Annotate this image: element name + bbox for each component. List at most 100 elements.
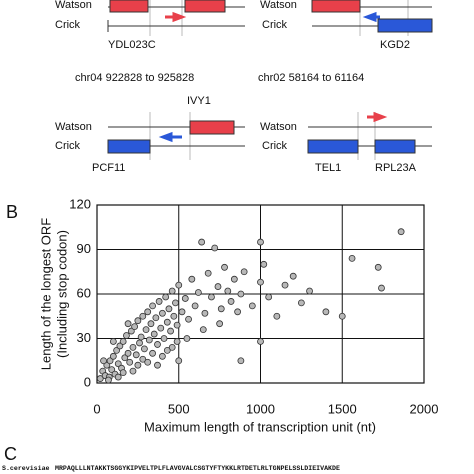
point <box>96 375 104 382</box>
point <box>149 302 156 310</box>
point <box>145 336 153 344</box>
point <box>103 361 111 369</box>
point <box>172 299 179 307</box>
point <box>306 287 313 295</box>
point <box>240 268 248 276</box>
point <box>154 341 161 348</box>
point <box>185 315 192 323</box>
arrow <box>367 111 388 123</box>
point <box>165 305 173 313</box>
point <box>106 357 114 365</box>
x-tick-label: 1000 <box>246 401 275 416</box>
x-axis-title: Maximum length of transcription unit (nt… <box>144 419 376 434</box>
point <box>214 283 222 290</box>
point <box>123 332 130 339</box>
region-label: chr04 922828 to 925828 <box>75 72 194 84</box>
point <box>132 351 140 359</box>
point <box>155 298 163 305</box>
gene-label: IVY1 <box>187 95 211 107</box>
point <box>224 287 232 295</box>
gene <box>374 139 416 154</box>
arrow <box>165 11 187 23</box>
gene <box>107 139 151 154</box>
point <box>154 361 161 369</box>
point <box>234 308 242 316</box>
gene <box>184 0 226 13</box>
point <box>191 302 199 310</box>
point <box>139 355 147 363</box>
point <box>136 339 143 347</box>
gene <box>307 139 359 154</box>
point <box>173 338 181 345</box>
point <box>109 338 117 345</box>
gene <box>311 0 361 13</box>
strand-label: Crick <box>55 140 81 152</box>
x-tick-label: 2000 <box>410 401 439 416</box>
point <box>129 367 137 375</box>
point <box>204 269 212 277</box>
point <box>127 327 135 335</box>
point <box>173 321 181 329</box>
point <box>322 308 330 316</box>
y-tick-label: 120 <box>69 196 91 211</box>
point <box>237 290 245 298</box>
point <box>178 308 186 316</box>
point <box>289 272 297 280</box>
point <box>227 298 235 305</box>
panel-label: C <box>4 444 17 464</box>
strand-label: Watson <box>260 0 297 11</box>
point <box>142 326 150 334</box>
point <box>109 352 117 360</box>
point <box>116 342 124 350</box>
point <box>221 263 228 271</box>
point <box>157 324 165 332</box>
species: S.cerevisiae <box>2 465 50 472</box>
strand-label: Crick <box>262 140 288 152</box>
point <box>230 275 238 283</box>
point <box>211 244 219 252</box>
point <box>257 238 264 246</box>
point <box>170 312 178 320</box>
point <box>168 287 176 295</box>
point <box>119 338 127 345</box>
gene-label: PCF11 <box>92 162 125 174</box>
point <box>149 349 156 357</box>
point <box>175 281 183 289</box>
gene <box>189 120 235 135</box>
point <box>273 312 281 320</box>
point <box>163 346 171 354</box>
x-tick-label: 0 <box>93 401 100 416</box>
point <box>134 361 142 369</box>
gene <box>109 0 149 13</box>
point <box>281 281 289 289</box>
point <box>257 278 264 286</box>
point <box>260 260 268 268</box>
point <box>183 335 191 342</box>
sequence: MRPAQLLLNTAKKTSGGYKIPVELTPLFLAVGVALCSGTY… <box>55 465 340 472</box>
point <box>124 320 132 328</box>
point <box>162 293 170 301</box>
point <box>131 323 139 331</box>
point <box>175 357 183 365</box>
point <box>137 333 145 341</box>
y-tick-label: 30 <box>77 330 91 345</box>
y-tick-label: 90 <box>77 241 91 256</box>
point <box>208 293 215 301</box>
point <box>168 343 176 351</box>
point <box>100 357 107 365</box>
point <box>374 263 382 271</box>
strand-label: Watson <box>55 121 92 133</box>
point <box>378 284 385 292</box>
point <box>198 238 206 246</box>
point <box>152 314 160 322</box>
arrow <box>362 11 380 23</box>
point <box>216 320 224 328</box>
point <box>134 317 142 325</box>
point <box>257 338 264 345</box>
point <box>397 228 405 236</box>
point <box>147 320 155 328</box>
y-axis-title: Length of the longest ORF <box>38 218 53 371</box>
point <box>248 302 256 310</box>
x-tick-label: 1500 <box>328 401 357 416</box>
